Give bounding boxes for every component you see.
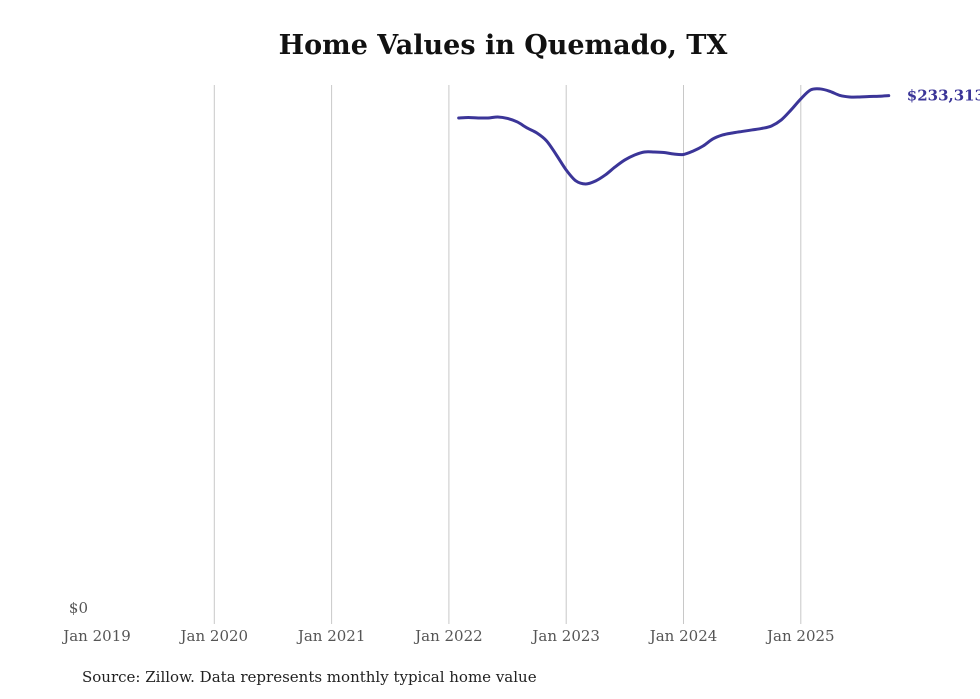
x-tick-label: Jan 2021 <box>296 627 366 645</box>
x-tick-label: Jan 2024 <box>648 627 718 645</box>
y-tick-label: $0 <box>69 599 88 617</box>
series-line <box>457 87 891 186</box>
end-value-label: $233,313 <box>907 87 980 105</box>
x-tick-label: Jan 2022 <box>413 627 483 645</box>
x-tick-label: Jan 2023 <box>530 627 600 645</box>
x-tick-label: Jan 2020 <box>179 627 249 645</box>
chart-title: Home Values in Quemado, TX <box>278 30 728 61</box>
x-tick-label: Jan 2025 <box>765 627 835 645</box>
source-note: Source: Zillow. Data represents monthly … <box>82 668 537 686</box>
x-tick-label: Jan 2019 <box>61 627 131 645</box>
